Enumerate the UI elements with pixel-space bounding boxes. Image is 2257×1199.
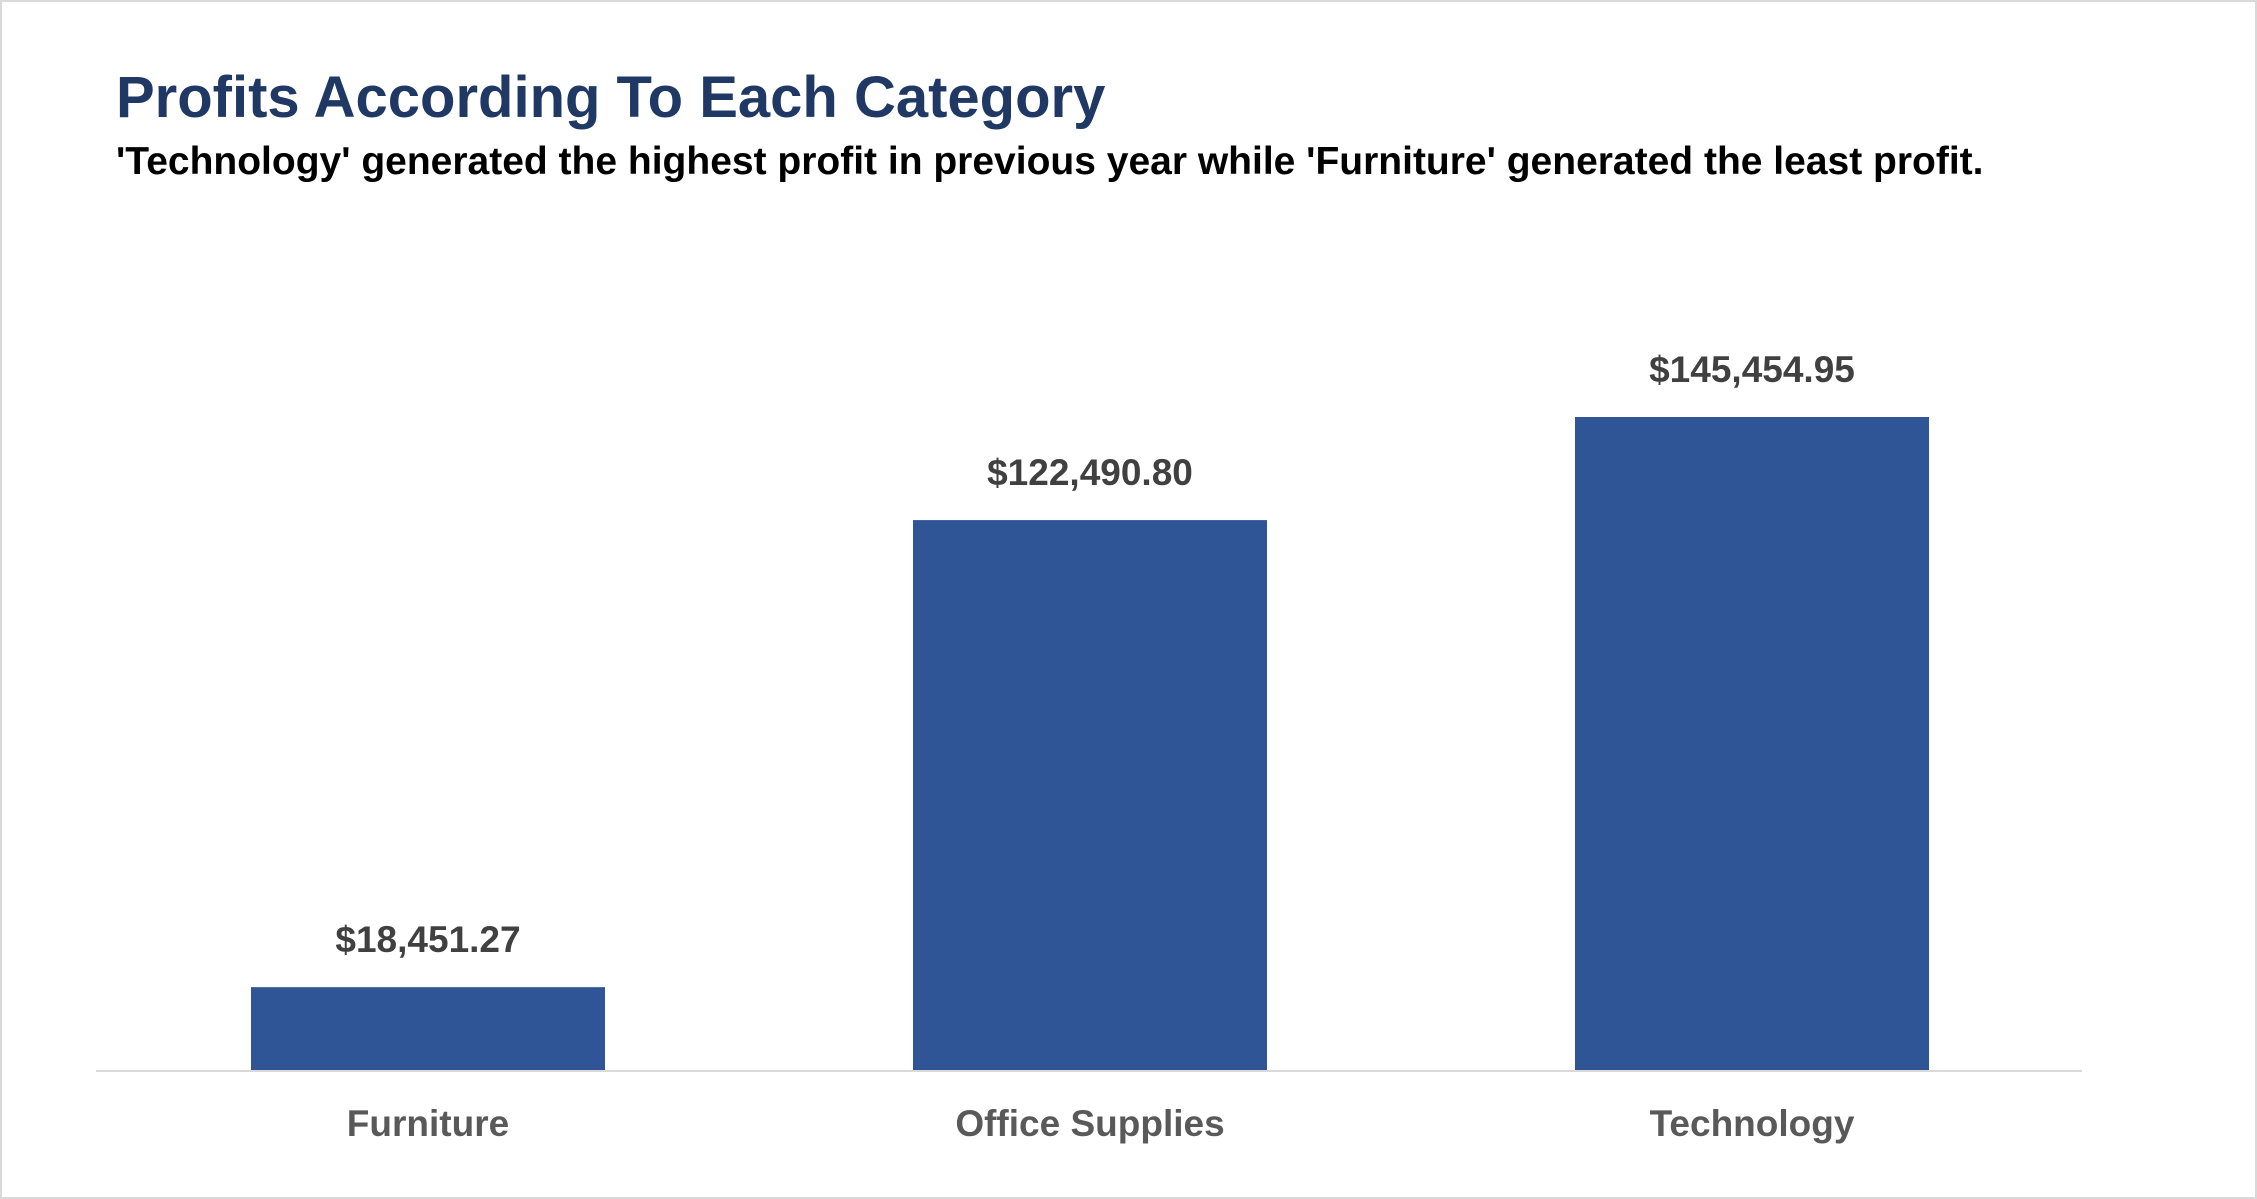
x-tick-label: Office Supplies [955,1103,1224,1144]
chart-title: Profits According To Each Category [116,65,1106,130]
bar-office-supplies [913,520,1267,1070]
bar-furniture [251,987,605,1070]
data-label: $122,490.80 [987,452,1193,493]
data-label: $18,451.27 [335,919,520,960]
data-label: $145,454.95 [1649,349,1855,390]
bar-technology [1575,417,1929,1070]
chart-subtitle: 'Technology' generated the highest profi… [116,140,1984,183]
x-tick-label: Furniture [347,1103,509,1144]
x-tick-label: Technology [1650,1103,1855,1144]
